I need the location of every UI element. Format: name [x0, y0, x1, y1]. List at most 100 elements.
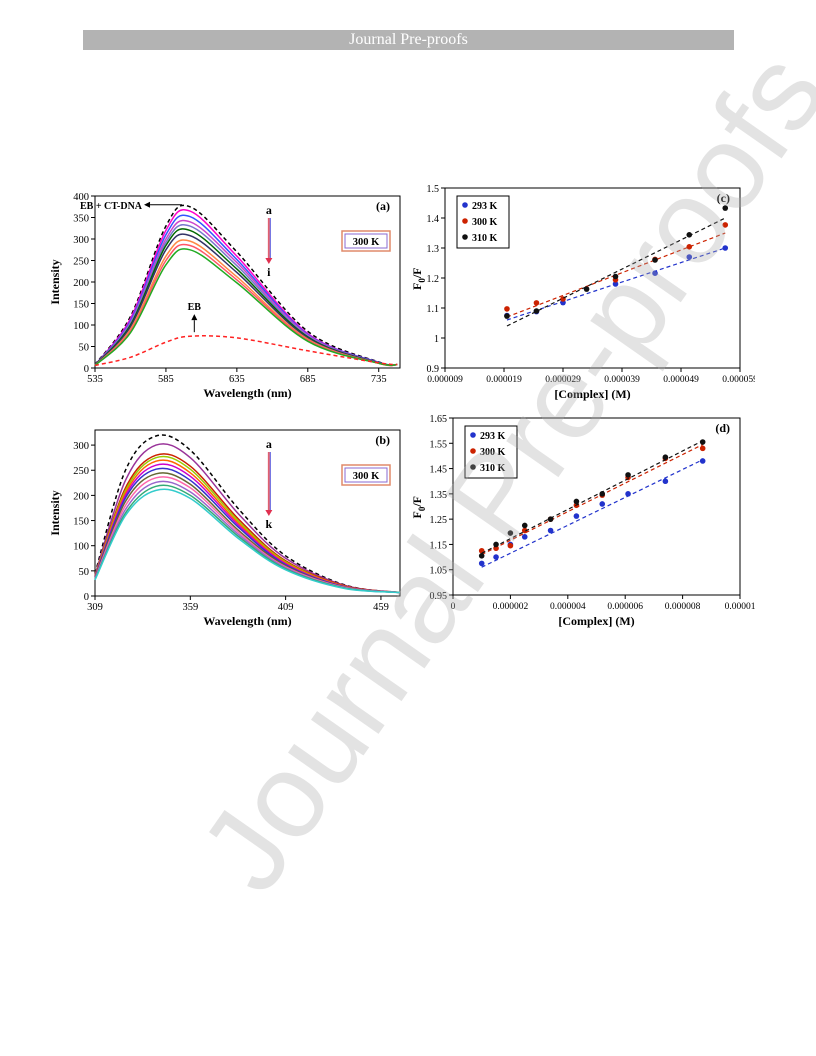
data-point-293k — [625, 491, 631, 497]
x-tick-label: 0.000029 — [545, 375, 581, 385]
x-tick-label: 0.000009 — [427, 375, 463, 385]
y-tick-label: 300 — [73, 441, 89, 452]
y-tick-label: 100 — [73, 321, 89, 332]
y-tick-label: 150 — [73, 517, 89, 528]
panel-label: (d) — [715, 421, 730, 435]
data-point-310k — [507, 530, 514, 536]
data-point-310k — [722, 205, 729, 211]
temperature-badge-frame — [341, 230, 391, 252]
x-tick-label: 685 — [300, 374, 316, 385]
x-tick-label: 0.00001 — [725, 602, 755, 612]
y-tick-label: 350 — [73, 214, 89, 225]
y-tick-label: 1.1 — [427, 304, 440, 315]
arrow-start-label: a — [266, 437, 272, 451]
legend-label: 310 K — [472, 233, 498, 244]
y-tick-label: 50 — [79, 343, 90, 354]
data-point-300k — [722, 222, 729, 228]
decrease-arrow-head — [265, 258, 273, 264]
data-point-310k — [625, 472, 631, 478]
legend-label: 293 K — [480, 431, 506, 442]
arrow-start-label: a — [266, 203, 272, 217]
spectrum-line-1 — [94, 434, 401, 594]
dna-pointer-head — [144, 201, 151, 208]
data-point-293k — [493, 554, 499, 560]
y-tick-label: 150 — [73, 300, 89, 311]
y-axis-label-tail: /F — [410, 496, 424, 508]
spectrum-line-12 — [94, 488, 401, 594]
y-tick-label: 50 — [79, 567, 90, 578]
y-axis-label-tail: /F — [410, 267, 424, 279]
y-axis-label-main: F — [410, 511, 424, 518]
y-axis-label-sub: 0 — [417, 278, 427, 283]
y-axis-label: Intensity — [48, 490, 62, 535]
x-tick-label: 359 — [182, 602, 198, 613]
y-axis-label: F0/F — [410, 496, 427, 519]
panel-label: (a) — [376, 199, 390, 213]
fit-line-300k — [506, 232, 726, 318]
arrow-end-label: i — [267, 265, 271, 279]
y-tick-label: 0.9 — [427, 364, 440, 375]
legend-marker-293k — [470, 432, 476, 438]
x-tick-label: 635 — [229, 374, 245, 385]
spectrum-line-11 — [94, 335, 398, 367]
data-point-300k — [686, 244, 693, 250]
y-tick-label: 200 — [73, 491, 89, 502]
x-tick-label: 0.000002 — [493, 602, 529, 612]
y-tick-label: 0 — [84, 364, 89, 375]
x-tick-label: 0.000019 — [486, 375, 522, 385]
journal-preproof-banner: Journal Pre-proofs — [83, 30, 734, 50]
data-point-293k — [573, 513, 580, 519]
fit-line-293k — [481, 459, 703, 568]
data-point-293k — [547, 527, 554, 534]
data-point-300k — [507, 542, 514, 549]
data-point-310k — [699, 439, 706, 445]
temperature-badge-inner — [344, 467, 388, 483]
plot-frame — [452, 417, 741, 596]
fluorescence-chart-a: 535 585 635 685 735 0 50 100 150 200 250 300 350 400 W… — [48, 192, 401, 400]
data-point-310k — [533, 308, 540, 314]
stern-volmer-chart-d: 0 0.000002 0.000004 0.000006 0.000008 0.00001… — [410, 414, 755, 628]
x-axis-label: [Complex] (M) — [554, 387, 630, 401]
panel-label: (c) — [717, 191, 730, 205]
temperature-badge: 300 K — [353, 471, 380, 482]
y-axis-label: F0/F — [410, 267, 427, 290]
x-tick-label: 0.000049 — [663, 375, 699, 385]
legend-marker-300k — [462, 218, 468, 224]
data-point-310k — [547, 516, 554, 522]
panel-label: (b) — [375, 433, 390, 447]
legend-label: 300 K — [472, 217, 498, 228]
data-point-300k — [504, 306, 510, 312]
data-point-293k — [652, 270, 658, 276]
y-tick-label: 250 — [73, 257, 89, 268]
data-point-293k — [478, 560, 485, 567]
data-point-310k — [493, 541, 499, 548]
y-tick-label: 1.2 — [427, 274, 440, 285]
y-tick-label: 1 — [434, 334, 439, 345]
data-point-293k — [722, 245, 729, 251]
y-tick-label: 1.25 — [430, 515, 448, 526]
y-tick-label: 1.5 — [427, 184, 440, 195]
x-axis-label: Wavelength (nm) — [203, 386, 291, 400]
data-point-310k — [652, 257, 658, 263]
data-point-293k — [686, 254, 693, 260]
y-tick-label: 1.35 — [430, 490, 448, 501]
y-tick-label: 1.55 — [430, 439, 448, 450]
y-tick-label: 1.3 — [427, 244, 440, 255]
y-tick-label: 300 — [73, 235, 89, 246]
stern-volmer-chart-c: 0.000009 0.000019 0.000029 0.000039 0.000049… — [410, 184, 755, 401]
data-point-300k — [699, 445, 706, 452]
legend-label: 310 K — [480, 463, 506, 474]
x-tick-label: 0.000008 — [665, 602, 701, 612]
x-tick-label: 735 — [371, 374, 387, 385]
y-tick-label: 1.65 — [430, 414, 448, 425]
y-tick-label: 400 — [73, 192, 89, 203]
data-point-310k — [521, 522, 528, 529]
data-point-293k — [521, 534, 528, 540]
x-tick-label: 409 — [278, 602, 294, 613]
data-point-310k — [686, 232, 693, 238]
y-tick-label: 1.05 — [430, 566, 448, 577]
data-point-293k — [662, 478, 669, 485]
y-tick-label: 1.15 — [430, 540, 448, 551]
y-tick-label: 100 — [73, 542, 89, 553]
data-point-310k — [573, 498, 580, 505]
